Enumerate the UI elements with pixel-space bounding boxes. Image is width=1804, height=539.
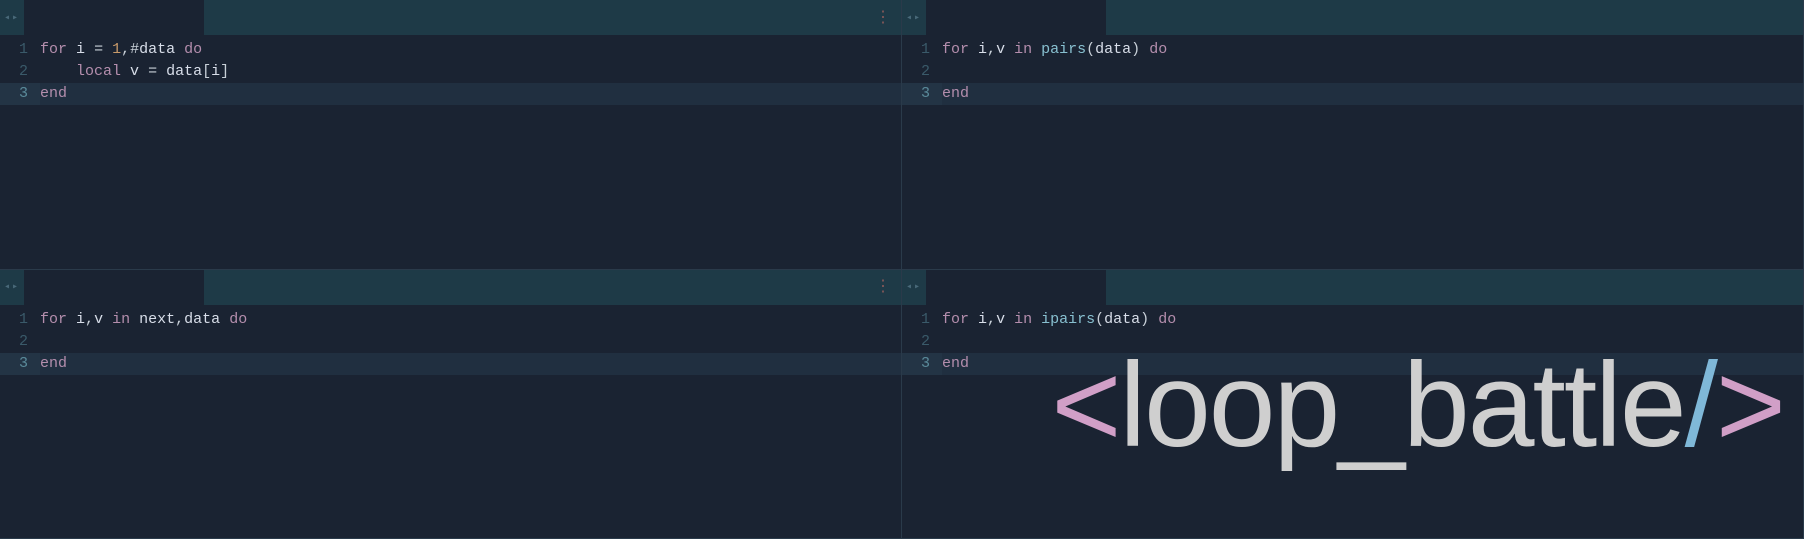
tabbar: ◂ ▸ ⋮ — [0, 0, 901, 35]
tab-nav: ◂ ▸ — [902, 12, 924, 24]
code-line[interactable]: end — [40, 353, 901, 375]
tabbar: ◂ ▸ ⋮ — [0, 270, 901, 305]
code-line[interactable]: for i,v in ipairs(data) do — [942, 309, 1803, 331]
tab-nav: ◂ ▸ — [0, 281, 22, 293]
tab-next-icon[interactable]: ▸ — [914, 12, 920, 24]
line-number: 1 — [0, 39, 28, 61]
code-line[interactable] — [942, 331, 1803, 353]
line-gutter: 123 — [0, 309, 40, 539]
code-content[interactable]: for i,v in next,data do end — [40, 309, 901, 539]
pane-top-right: ◂ ▸ 123 for i,v in pairs(data) do end — [902, 0, 1804, 270]
editor-area[interactable]: 123 for i,v in pairs(data) do end — [902, 35, 1803, 269]
code-line[interactable] — [942, 61, 1803, 83]
code-line[interactable]: local v = data[i] — [40, 61, 901, 83]
tab-next-icon[interactable]: ▸ — [12, 281, 18, 293]
line-gutter: 123 — [902, 309, 942, 539]
line-number: 2 — [902, 331, 930, 353]
code-line[interactable] — [40, 331, 901, 353]
line-number: 2 — [0, 331, 28, 353]
tab-menu-icon[interactable]: ⋮ — [865, 10, 901, 26]
tab-prev-icon[interactable]: ◂ — [4, 281, 10, 293]
line-gutter: 123 — [902, 39, 942, 269]
tabbar: ◂ ▸ — [902, 0, 1803, 35]
tab-prev-icon[interactable]: ◂ — [4, 12, 10, 24]
tab-next-icon[interactable]: ▸ — [914, 281, 920, 293]
line-number: 2 — [0, 61, 28, 83]
tab-next-icon[interactable]: ▸ — [12, 12, 18, 24]
editor-tab[interactable] — [926, 270, 1106, 305]
editor-area[interactable]: 123 for i,v in ipairs(data) do end — [902, 305, 1803, 539]
tab-prev-icon[interactable]: ◂ — [906, 12, 912, 24]
editor-tab[interactable] — [24, 0, 204, 35]
line-gutter: 123 — [0, 39, 40, 269]
line-number: 3 — [0, 353, 40, 375]
code-line[interactable]: for i,v in next,data do — [40, 309, 901, 331]
line-number: 3 — [902, 83, 942, 105]
editor-area[interactable]: 123 for i = 1,#data do local v = data[i]… — [0, 35, 901, 269]
line-number: 1 — [0, 309, 28, 331]
line-number: 1 — [902, 39, 930, 61]
pane-bottom-right: ◂ ▸ 123 for i,v in ipairs(data) do end — [902, 270, 1804, 539]
pane-bottom-left: ◂ ▸ ⋮ 123 for i,v in next,data do end — [0, 270, 902, 539]
tab-menu-icon[interactable]: ⋮ — [865, 279, 901, 295]
line-number: 3 — [902, 353, 942, 375]
line-number: 2 — [902, 61, 930, 83]
tabbar: ◂ ▸ — [902, 270, 1803, 305]
line-number: 3 — [0, 83, 40, 105]
editor-grid: ◂ ▸ ⋮ 123 for i = 1,#data do local v = d… — [0, 0, 1804, 539]
editor-area[interactable]: 123 for i,v in next,data do end — [0, 305, 901, 539]
code-line[interactable]: for i,v in pairs(data) do — [942, 39, 1803, 61]
line-number: 1 — [902, 309, 930, 331]
code-line[interactable]: end — [942, 353, 1803, 375]
code-content[interactable]: for i = 1,#data do local v = data[i]end — [40, 39, 901, 269]
tab-prev-icon[interactable]: ◂ — [906, 281, 912, 293]
code-line[interactable]: end — [942, 83, 1803, 105]
pane-top-left: ◂ ▸ ⋮ 123 for i = 1,#data do local v = d… — [0, 0, 902, 270]
editor-tab[interactable] — [926, 0, 1106, 35]
tab-nav: ◂ ▸ — [902, 281, 924, 293]
code-line[interactable]: end — [40, 83, 901, 105]
code-line[interactable]: for i = 1,#data do — [40, 39, 901, 61]
code-content[interactable]: for i,v in pairs(data) do end — [942, 39, 1803, 269]
tab-nav: ◂ ▸ — [0, 12, 22, 24]
editor-tab[interactable] — [24, 270, 204, 305]
code-content[interactable]: for i,v in ipairs(data) do end — [942, 309, 1803, 539]
